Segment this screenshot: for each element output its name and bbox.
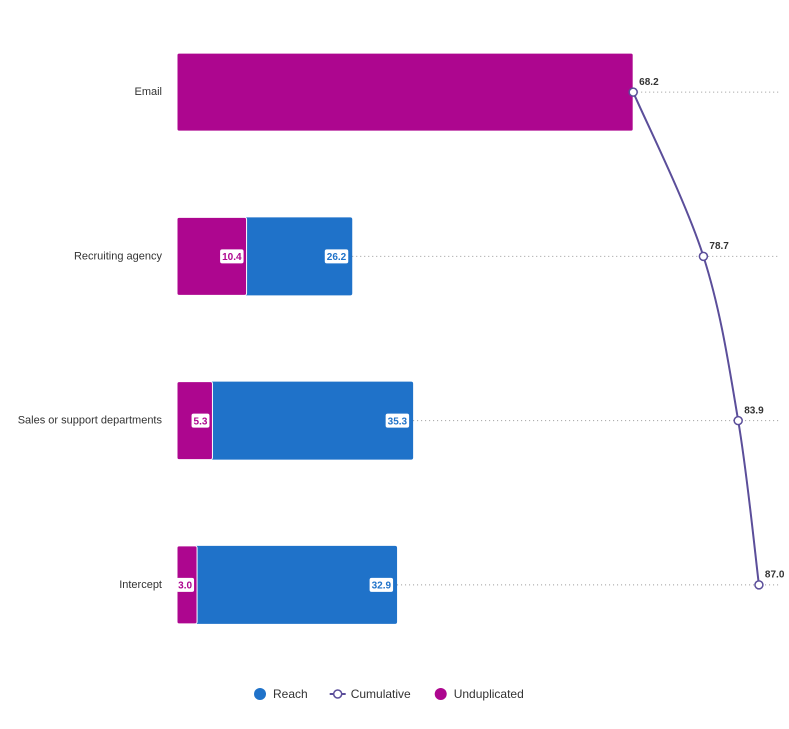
category-label: Recruiting agency	[74, 250, 163, 262]
cumulative-point	[754, 580, 764, 590]
value-label-bg	[220, 249, 244, 264]
value-label-bg	[176, 577, 195, 592]
value-label: 32.9	[369, 577, 394, 592]
category-label: Intercept	[119, 579, 162, 591]
value-label: 35.3	[385, 413, 410, 428]
cumulative-label: 83.9	[744, 405, 764, 416]
value-label-bg	[369, 577, 394, 592]
value-label: 26.2	[324, 249, 349, 264]
value-label-text: 3.0	[178, 581, 192, 592]
unduplicated-bar	[176, 52, 634, 132]
value-label-text: 32.9	[372, 581, 392, 592]
value-label: 10.4	[220, 249, 244, 264]
category-label: Sales or support departments	[18, 415, 163, 427]
legend-marker	[254, 688, 266, 700]
value-label: 3.0	[176, 577, 195, 592]
value-label-text: 26.2	[327, 252, 347, 263]
unduplicated-bar	[176, 216, 248, 296]
cumulative-label: 78.7	[709, 241, 729, 252]
reach-bar	[177, 381, 414, 460]
legend-marker	[332, 689, 343, 699]
value-label-text: 35.3	[388, 416, 408, 427]
legend-item[interactable]: Reach	[254, 687, 308, 701]
legend-label: Cumulative	[351, 687, 411, 701]
cumulative-point	[733, 415, 743, 426]
reach-bar	[177, 545, 398, 624]
cumulative-label: 68.2	[639, 77, 659, 88]
cumulative-point	[698, 251, 709, 262]
cumulative-line	[632, 91, 760, 586]
cumulative-point	[628, 87, 638, 97]
value-label-bg	[324, 249, 349, 264]
cumulative-label: 87.0	[765, 570, 785, 581]
category-label: Email	[134, 86, 162, 98]
legend-label: Reach	[273, 687, 308, 701]
legend-item[interactable]: Cumulative	[329, 687, 411, 701]
legend-item[interactable]: Unduplicated	[434, 687, 524, 701]
value-label-text: 5.3	[194, 416, 208, 427]
value-label-bg	[191, 413, 210, 428]
legend-marker	[434, 688, 447, 700]
legend-label: Unduplicated	[454, 687, 524, 701]
value-label-text: 10.4	[222, 252, 242, 263]
value-label: 5.3	[191, 413, 210, 428]
value-label-bg	[385, 413, 410, 428]
